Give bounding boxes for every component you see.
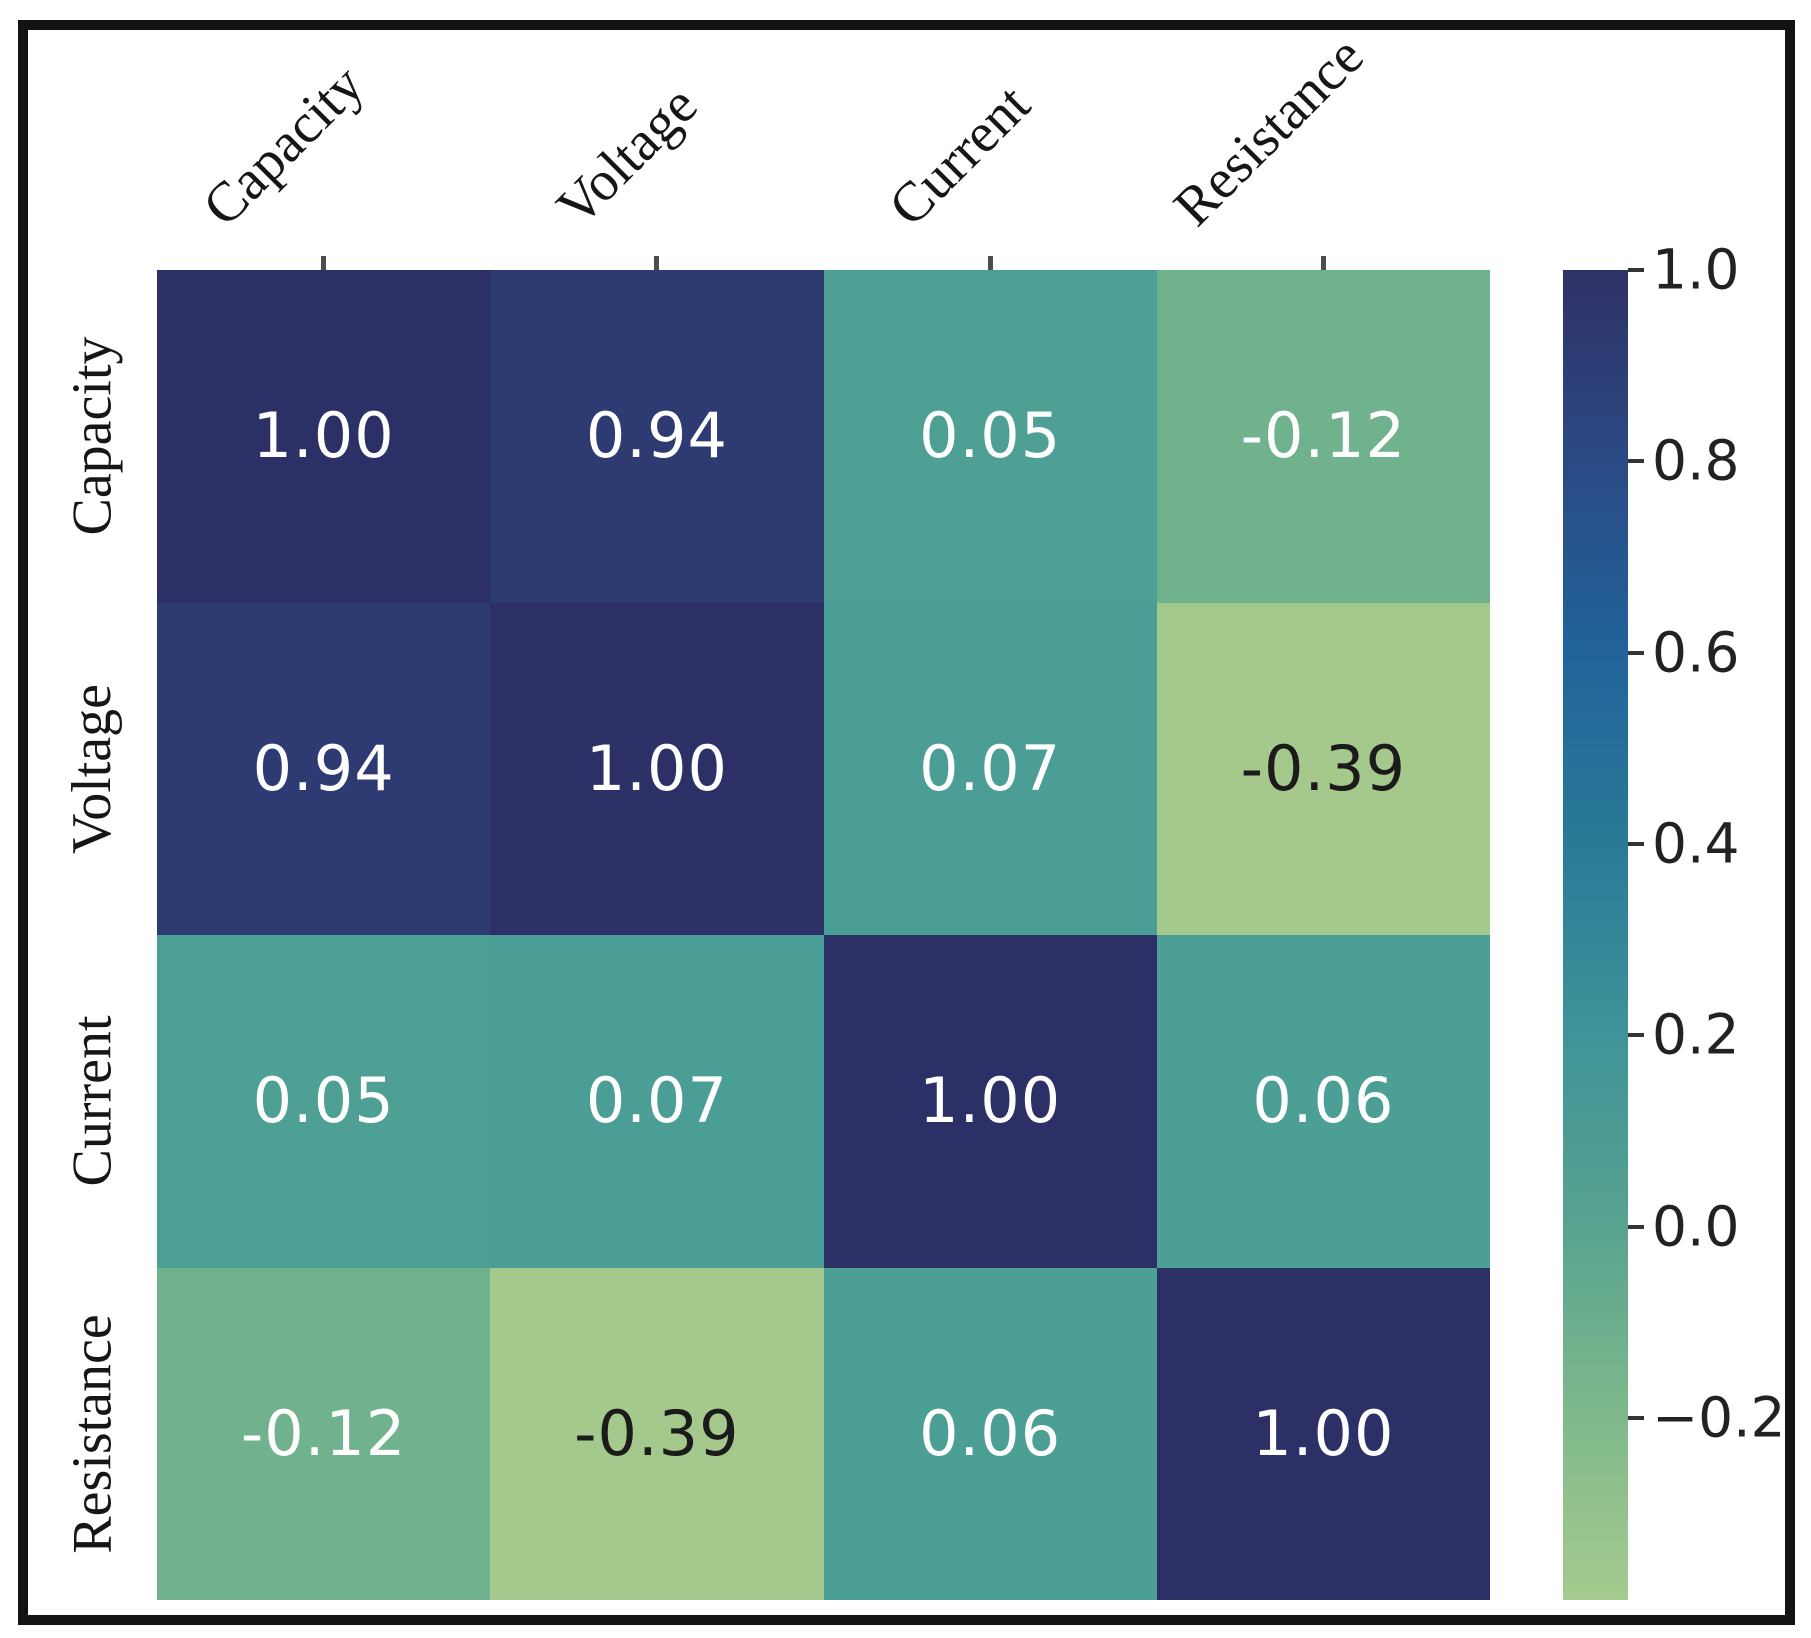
y-axis-label-wrap: Capacity: [45, 270, 140, 603]
y-axis-label: Voltage: [61, 683, 124, 854]
y-axis-label: Capacity: [61, 336, 124, 536]
colorbar-tick-label: 0.8: [1652, 428, 1740, 493]
heatmap-grid: 1.00 0.94 0.05 -0.12 0.94 1.00 0.07 -0.39 0.05 0.…: [157, 270, 1490, 1600]
heatmap-cell-value: 1.00: [919, 1064, 1062, 1138]
heatmap-cell: 0.94: [157, 602, 491, 935]
colorbar: [1563, 270, 1628, 1600]
heatmap-cell-value: 0.07: [919, 731, 1062, 805]
heatmap-cell-value: 1.00: [252, 399, 395, 473]
y-axis-label-wrap: Voltage: [45, 603, 140, 936]
colorbar-tick-label: 1.0: [1652, 237, 1740, 302]
y-axis-label-wrap: Current: [45, 935, 140, 1268]
heatmap-cell-value: 1.00: [1252, 1396, 1395, 1470]
heatmap-cell-value: 0.05: [919, 399, 1062, 473]
heatmap-cell-value: 0.06: [1252, 1064, 1395, 1138]
y-axis-label: Current: [61, 1015, 124, 1187]
heatmap-cell: 0.06: [823, 1267, 1157, 1600]
colorbar-tick-label: 0.6: [1652, 620, 1740, 685]
heatmap-cell-value: 0.94: [252, 731, 395, 805]
x-tick-mark: [1320, 256, 1326, 270]
colorbar-tick-label: 0.0: [1652, 1194, 1740, 1259]
x-tick-mark: [321, 256, 327, 270]
heatmap-cell: 1.00: [823, 935, 1157, 1268]
colorbar-tick-label: 0.4: [1652, 811, 1740, 876]
colorbar-tick-label: 0.2: [1652, 1002, 1740, 1067]
heatmap-cell: -0.12: [157, 1267, 491, 1600]
heatmap-cell-value: 0.07: [585, 1064, 728, 1138]
heatmap-cell: 0.94: [490, 270, 824, 603]
heatmap-cell-value: -0.39: [574, 1396, 740, 1470]
heatmap-cell: 0.07: [490, 935, 824, 1268]
colorbar-tick-mark: [1628, 842, 1644, 847]
x-tick-mark: [654, 256, 660, 270]
colorbar-tick-mark: [1628, 268, 1644, 272]
x-tick-mark: [987, 256, 993, 270]
colorbar-tick-mark: [1628, 1416, 1644, 1421]
heatmap-cell: 1.00: [1156, 1267, 1490, 1600]
colorbar-tick-mark: [1628, 1224, 1644, 1229]
heatmap-cell-value: -0.12: [1240, 399, 1407, 473]
y-axis-label: Resistance: [61, 1314, 124, 1554]
heatmap-cell: 1.00: [490, 602, 824, 935]
heatmap-cell: -0.39: [1156, 602, 1490, 935]
colorbar-tick-mark: [1628, 1033, 1644, 1038]
heatmap-cell: 0.06: [1156, 935, 1490, 1268]
heatmap-cell-value: 0.94: [585, 399, 728, 473]
heatmap-cell: 0.07: [823, 602, 1157, 935]
colorbar-tick-label: −0.2: [1652, 1385, 1786, 1450]
heatmap-cell: 0.05: [157, 935, 491, 1268]
heatmap-cell-value: 1.00: [585, 731, 728, 805]
colorbar-tick-mark: [1628, 650, 1644, 655]
heatmap-cell: -0.12: [1156, 270, 1490, 603]
colorbar-tick-mark: [1628, 459, 1644, 464]
y-axis-label-wrap: Resistance: [45, 1268, 140, 1601]
heatmap-cell-value: -0.12: [240, 1396, 407, 1470]
heatmap-cell: 0.05: [823, 270, 1157, 603]
heatmap-cell-value: 0.06: [919, 1396, 1062, 1470]
heatmap-cell: -0.39: [490, 1267, 824, 1600]
heatmap-cell: 1.00: [157, 270, 491, 603]
heatmap-cell-value: 0.05: [252, 1064, 395, 1138]
heatmap-cell-value: -0.39: [1240, 731, 1407, 805]
